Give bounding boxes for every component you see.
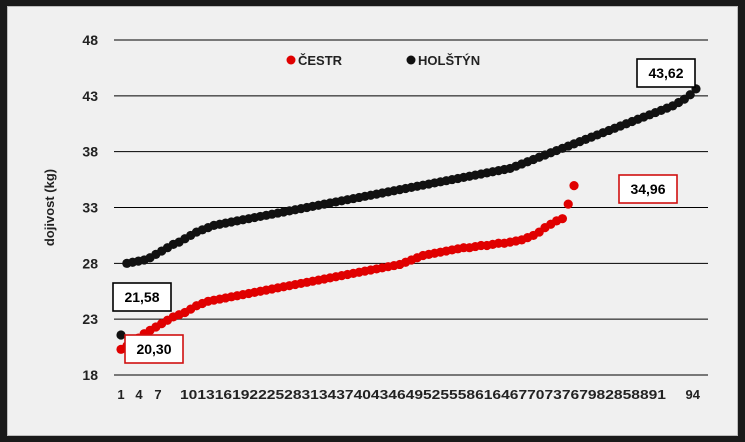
legend-marker bbox=[406, 55, 416, 65]
x-tick-label: 4 bbox=[135, 387, 143, 402]
legend-label: HOLŠTÝN bbox=[418, 53, 480, 68]
annotation-box bbox=[124, 334, 184, 364]
annotation-label: 20,30 bbox=[136, 341, 171, 357]
y-axis-label: dojivost (kg) bbox=[42, 169, 57, 246]
series-cestr bbox=[116, 181, 579, 354]
annotation-box bbox=[636, 58, 696, 88]
data-point bbox=[557, 214, 568, 224]
annotation-label: 43,62 bbox=[648, 65, 683, 81]
y-tick-label: 28 bbox=[82, 255, 98, 271]
legend-marker bbox=[286, 55, 296, 65]
x-tick-label: 7 bbox=[154, 387, 161, 402]
data-point bbox=[685, 90, 695, 100]
chart-svg: 18 23 28 33 38 43 48 dojivost (kg) 1 4 7 1013161922… bbox=[42, 32, 708, 402]
y-tick-label: 43 bbox=[82, 88, 98, 104]
annotation-label: 21,58 bbox=[124, 289, 159, 305]
annotation-label: 34,96 bbox=[630, 181, 665, 197]
y-tick-label: 23 bbox=[82, 311, 98, 327]
y-tick-label: 18 bbox=[82, 367, 98, 383]
annotation-box bbox=[618, 174, 678, 204]
y-tick-label: 48 bbox=[82, 32, 98, 48]
chart-frame: 18 23 28 33 38 43 48 dojivost (kg) 1 4 7 1013161922… bbox=[7, 6, 738, 436]
data-point bbox=[569, 181, 579, 191]
y-tick-label: 38 bbox=[82, 144, 98, 160]
series-holstyn bbox=[116, 84, 701, 340]
legend-label: ČESTR bbox=[298, 53, 343, 68]
data-point bbox=[116, 330, 126, 340]
annotation-box bbox=[112, 282, 172, 312]
x-tick-label: 1 bbox=[117, 387, 124, 402]
x-tick-label: 94 bbox=[686, 387, 701, 402]
x-tick-label: 1013161922252831343740434649525558616467… bbox=[180, 387, 666, 402]
data-point bbox=[563, 199, 573, 209]
y-tick-label: 33 bbox=[82, 200, 98, 216]
